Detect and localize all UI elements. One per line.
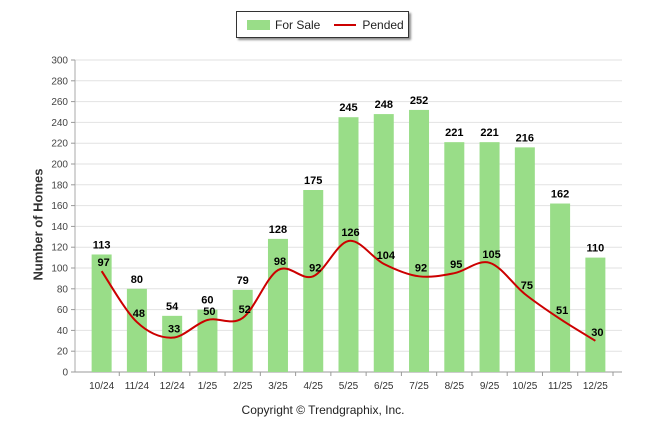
bar-9/25 <box>479 142 500 372</box>
bar-value-label: 60 <box>201 295 213 307</box>
line-series <box>100 239 596 342</box>
bar-value-label: 79 <box>237 275 249 287</box>
legend-label-for-sale: For Sale <box>275 17 321 32</box>
bar-value-label: 175 <box>304 175 322 187</box>
x-tick-label: 12/25 <box>583 381 608 392</box>
legend-label-pended: Pended <box>362 17 404 32</box>
x-tick-label: 8/25 <box>445 381 465 392</box>
bar-7/25 <box>409 109 430 373</box>
y-tick-label: 200 <box>51 160 68 171</box>
bar-value-label: 54 <box>166 301 179 313</box>
y-tick-label: 0 <box>62 368 68 379</box>
x-tick-label: 2/25 <box>233 381 253 392</box>
bar-value-label: 245 <box>339 102 357 114</box>
line-value-label: 105 <box>482 249 500 261</box>
data-labels: 113 80 54 60 79 128 175 245 248 252 221 221 216 162 11… <box>93 95 604 339</box>
x-tick-label: 12/24 <box>160 381 185 392</box>
line-value-label: 95 <box>450 259 462 271</box>
bar-value-label: 110 <box>586 243 604 255</box>
bar-12/25 <box>585 257 606 372</box>
y-tick-label: 300 <box>51 56 68 67</box>
bar-6/25 <box>373 114 394 372</box>
line-value-label: 97 <box>98 257 110 269</box>
bar-value-label: 113 <box>93 239 111 251</box>
line-value-label: 33 <box>168 324 180 336</box>
bar-3/25 <box>267 238 288 372</box>
bar-2/25 <box>232 289 253 372</box>
bar-5/25 <box>338 117 359 372</box>
bar-4/25 <box>303 190 324 372</box>
legend-item-pended[interactable]: Pended <box>334 17 404 32</box>
bar-11/25 <box>550 203 571 372</box>
x-tick-label: 1/25 <box>198 381 218 392</box>
line-value-label: 75 <box>521 280 533 292</box>
y-tick-label: 60 <box>57 305 69 316</box>
bar-1/25 <box>197 309 218 372</box>
line-value-label: 51 <box>556 305 568 317</box>
y-tick-label: 140 <box>51 222 68 233</box>
x-tick-label: 10/25 <box>512 381 537 392</box>
line-value-label: 50 <box>203 306 215 318</box>
pended-line <box>100 239 596 342</box>
line-value-label: 30 <box>591 327 603 339</box>
line-value-label: 98 <box>274 256 286 268</box>
line-value-label: 52 <box>239 304 251 316</box>
pended-swatch <box>334 23 357 26</box>
legend-item-for-sale[interactable]: For Sale <box>247 18 320 32</box>
x-tick-label: 6/25 <box>374 381 394 392</box>
y-tick-label: 120 <box>51 243 68 254</box>
bar-value-label: 162 <box>551 189 569 201</box>
y-tick-labels: 0 20 40 60 80 100 120 140 160 180 200 220 240 260 280 3… <box>51 56 75 379</box>
bar-12/24 <box>162 315 183 372</box>
y-tick-label: 20 <box>57 347 69 358</box>
line-value-label: 104 <box>377 250 396 262</box>
line-value-label: 48 <box>133 308 145 320</box>
y-tick-label: 180 <box>51 180 68 191</box>
x-tick-label: 5/25 <box>339 381 359 392</box>
x-tick-label: 3/25 <box>268 381 288 392</box>
bar-11/24 <box>126 288 147 372</box>
bar-value-label: 221 <box>445 127 463 139</box>
bar-value-label: 80 <box>131 274 143 286</box>
bar-value-label: 221 <box>480 127 498 139</box>
bar-10/25 <box>514 147 535 372</box>
x-tick-label: 7/25 <box>409 381 429 392</box>
for-sale-swatch <box>247 19 270 30</box>
y-tick-label: 240 <box>51 118 68 129</box>
x-tick-label: 10/24 <box>89 381 114 392</box>
y-tick-label: 160 <box>51 201 68 212</box>
line-value-label: 92 <box>415 262 427 274</box>
bar-10/24 <box>91 254 112 372</box>
y-tick-label: 80 <box>57 284 69 295</box>
y-tick-label: 260 <box>51 97 68 108</box>
bar-8/25 <box>444 142 465 372</box>
bar-value-label: 216 <box>516 132 534 144</box>
copyright-text: Copyright © Trendgraphix, Inc. <box>241 403 405 417</box>
y-tick-label: 40 <box>57 326 69 337</box>
chart-legend: For Sale Pended <box>236 11 409 38</box>
y-tick-label: 220 <box>51 139 68 150</box>
y-tick-label: 280 <box>51 76 68 87</box>
x-tick-label: 9/25 <box>480 381 500 392</box>
y-tick-label: 100 <box>51 264 68 275</box>
line-value-label: 92 <box>309 262 321 274</box>
line-value-label: 126 <box>341 227 359 239</box>
bar-value-label: 252 <box>410 95 428 107</box>
x-tick-labels: 10/24 11/24 12/24 1/25 2/25 3/25 4/25 5/25 6/25 7… <box>89 372 614 392</box>
bar-value-label: 248 <box>375 99 393 111</box>
x-tick-label: 11/24 <box>125 381 150 392</box>
x-tick-label: 11/25 <box>548 381 573 392</box>
bar-series <box>91 109 606 373</box>
x-tick-label: 4/25 <box>303 381 323 392</box>
bar-value-label: 128 <box>269 224 287 236</box>
